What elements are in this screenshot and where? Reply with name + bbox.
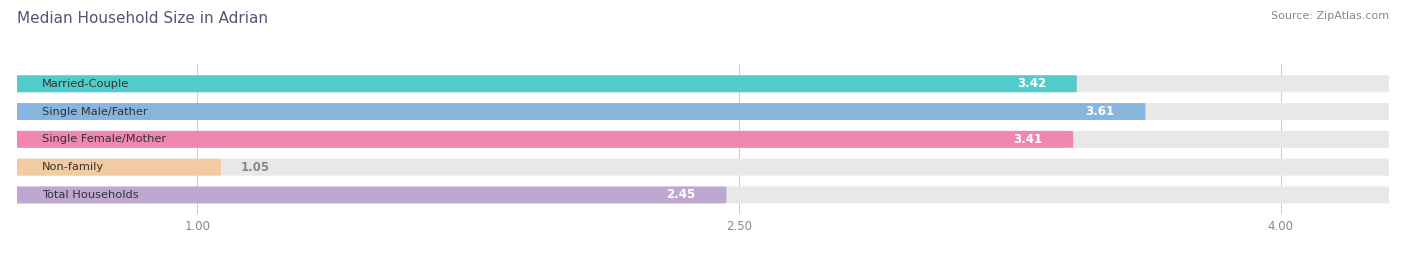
Text: Single Female/Mother: Single Female/Mother bbox=[42, 134, 166, 144]
FancyBboxPatch shape bbox=[11, 187, 1395, 203]
Text: 3.61: 3.61 bbox=[1085, 105, 1115, 118]
Text: 3.41: 3.41 bbox=[1014, 133, 1042, 146]
FancyBboxPatch shape bbox=[11, 103, 1395, 120]
FancyBboxPatch shape bbox=[11, 131, 1395, 148]
FancyBboxPatch shape bbox=[11, 187, 727, 203]
FancyBboxPatch shape bbox=[11, 159, 221, 176]
FancyBboxPatch shape bbox=[11, 103, 1146, 120]
Text: Median Household Size in Adrian: Median Household Size in Adrian bbox=[17, 11, 269, 26]
Text: Married-Couple: Married-Couple bbox=[42, 79, 129, 89]
Text: 1.05: 1.05 bbox=[240, 161, 270, 174]
Text: 2.45: 2.45 bbox=[666, 188, 696, 202]
Text: Total Households: Total Households bbox=[42, 190, 139, 200]
FancyBboxPatch shape bbox=[11, 159, 1395, 176]
Text: Source: ZipAtlas.com: Source: ZipAtlas.com bbox=[1271, 11, 1389, 21]
FancyBboxPatch shape bbox=[11, 75, 1077, 92]
Text: Single Male/Father: Single Male/Father bbox=[42, 107, 148, 117]
Text: 3.42: 3.42 bbox=[1017, 77, 1046, 90]
Text: Non-family: Non-family bbox=[42, 162, 104, 172]
FancyBboxPatch shape bbox=[11, 75, 1395, 92]
FancyBboxPatch shape bbox=[11, 131, 1073, 148]
